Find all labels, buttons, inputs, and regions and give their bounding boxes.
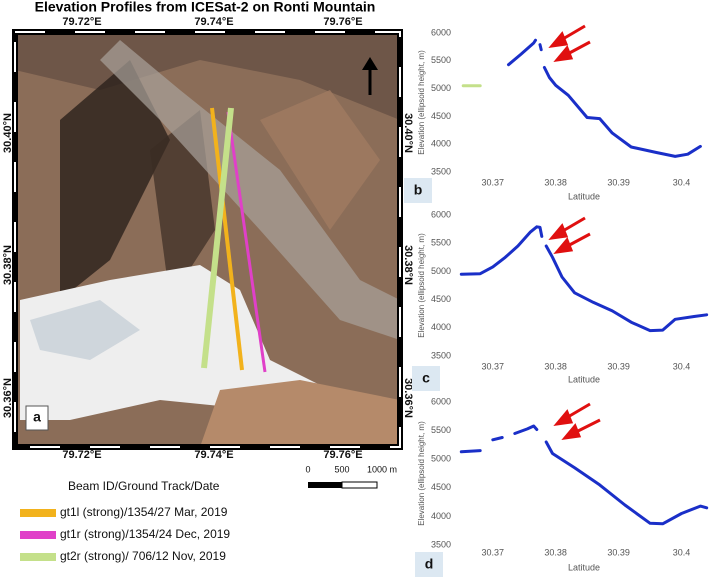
map-lon-label: 79.72°E — [62, 449, 101, 461]
x-tick-label: 30.37 — [481, 361, 504, 371]
legend-label: gt2r (strong)/ 706/12 Nov, 2019 — [60, 549, 226, 563]
panel-label: b — [414, 182, 423, 198]
x-axis-label: Latitude — [568, 562, 600, 572]
map-lat-label: 30.38°N — [2, 245, 14, 285]
legend-label: gt1l (strong)/1354/27 Mar, 2019 — [60, 505, 228, 519]
y-axis-label: Elevation (ellipsoid height, m) — [417, 233, 426, 338]
legend-swatch — [20, 509, 56, 517]
x-tick-label: 30.37 — [481, 547, 504, 557]
profile-line — [459, 449, 482, 454]
map-lat-label: 30.36°N — [2, 378, 14, 418]
ground-track — [226, 111, 267, 373]
profile-line — [491, 436, 504, 442]
panel-label-box — [415, 552, 443, 577]
x-tick-label: 30.39 — [607, 177, 630, 187]
map-lon-label: 79.72°E — [62, 16, 101, 28]
x-tick-label: 30.39 — [607, 361, 630, 371]
x-axis-label: Latitude — [568, 374, 600, 384]
map-lon-label: 79.74°E — [194, 449, 233, 461]
y-tick-label: 3500 — [431, 166, 451, 176]
y-tick-label: 4000 — [431, 139, 451, 149]
y-tick-label: 3500 — [431, 539, 451, 549]
x-tick-label: 30.39 — [607, 547, 630, 557]
map-lon-label: 79.76°E — [323, 16, 362, 28]
ground-track — [201, 107, 234, 369]
y-tick-label: 4500 — [431, 294, 451, 304]
map-image — [12, 29, 403, 450]
y-tick-label: 4000 — [431, 511, 451, 521]
y-tick-label: 4500 — [431, 111, 451, 121]
y-tick-label: 5500 — [431, 238, 451, 248]
x-tick-label: 30.37 — [481, 177, 504, 187]
y-tick-label: 6000 — [431, 396, 451, 406]
y-axis-label: Elevation (ellipsoid height, m) — [417, 50, 426, 155]
map-lat-label: 30.40°N — [2, 113, 14, 153]
figure-title: Elevation Profiles from ICESat-2 on Ront… — [35, 0, 376, 15]
map-lat-label: 30.38°N — [402, 245, 414, 285]
profile-line — [507, 38, 537, 67]
legend-swatch — [20, 531, 56, 539]
x-tick-label: 30.38 — [544, 177, 567, 187]
annotation-arrows — [548, 24, 601, 441]
y-tick-label: 4000 — [431, 322, 451, 332]
x-axis-label: Latitude — [568, 191, 600, 201]
panel-label-box — [404, 178, 432, 203]
panel-label: a — [33, 409, 41, 425]
x-tick-label: 30.4 — [673, 547, 691, 557]
profile-line — [513, 424, 539, 435]
y-tick-label: 5500 — [431, 55, 451, 65]
y-tick-label: 5000 — [431, 83, 451, 93]
profile-line — [544, 244, 709, 333]
x-tick-label: 30.38 — [544, 547, 567, 557]
map-lat-label: 30.36°N — [402, 378, 414, 418]
map-lon-label: 79.76°E — [323, 449, 362, 461]
y-axis-label: Elevation (ellipsoid height, m) — [417, 421, 426, 526]
scale-bar — [341, 481, 378, 489]
legend-swatch — [20, 553, 56, 561]
scale-label: 500 — [334, 464, 349, 474]
panel-label-box — [412, 366, 440, 391]
scale-label: 1000 m — [367, 464, 397, 474]
profile-line — [459, 225, 544, 276]
y-tick-label: 5500 — [431, 425, 451, 435]
y-tick-label: 4500 — [431, 482, 451, 492]
scale-bar — [308, 482, 342, 488]
profile-line — [538, 43, 543, 52]
map-lat-label: 30.40°N — [402, 113, 414, 153]
ground-track — [210, 107, 244, 371]
legend-label: gt1r (strong)/1354/24 Dec, 2019 — [60, 527, 230, 541]
map-lon-label: 79.74°E — [194, 16, 233, 28]
profile-line — [544, 440, 709, 526]
x-tick-label: 30.4 — [673, 177, 691, 187]
y-tick-label: 6000 — [431, 209, 451, 219]
y-tick-label: 6000 — [431, 27, 451, 37]
y-tick-label: 5000 — [431, 454, 451, 464]
y-tick-label: 3500 — [431, 350, 451, 360]
panel-label: d — [425, 556, 434, 572]
y-tick-label: 5000 — [431, 266, 451, 276]
profile-line — [542, 66, 702, 158]
panel-label: c — [422, 370, 430, 386]
scale-label: 0 — [305, 464, 310, 474]
legend-title: Beam ID/Ground Track/Date — [68, 479, 220, 493]
x-tick-label: 30.4 — [673, 361, 691, 371]
x-tick-label: 30.38 — [544, 361, 567, 371]
